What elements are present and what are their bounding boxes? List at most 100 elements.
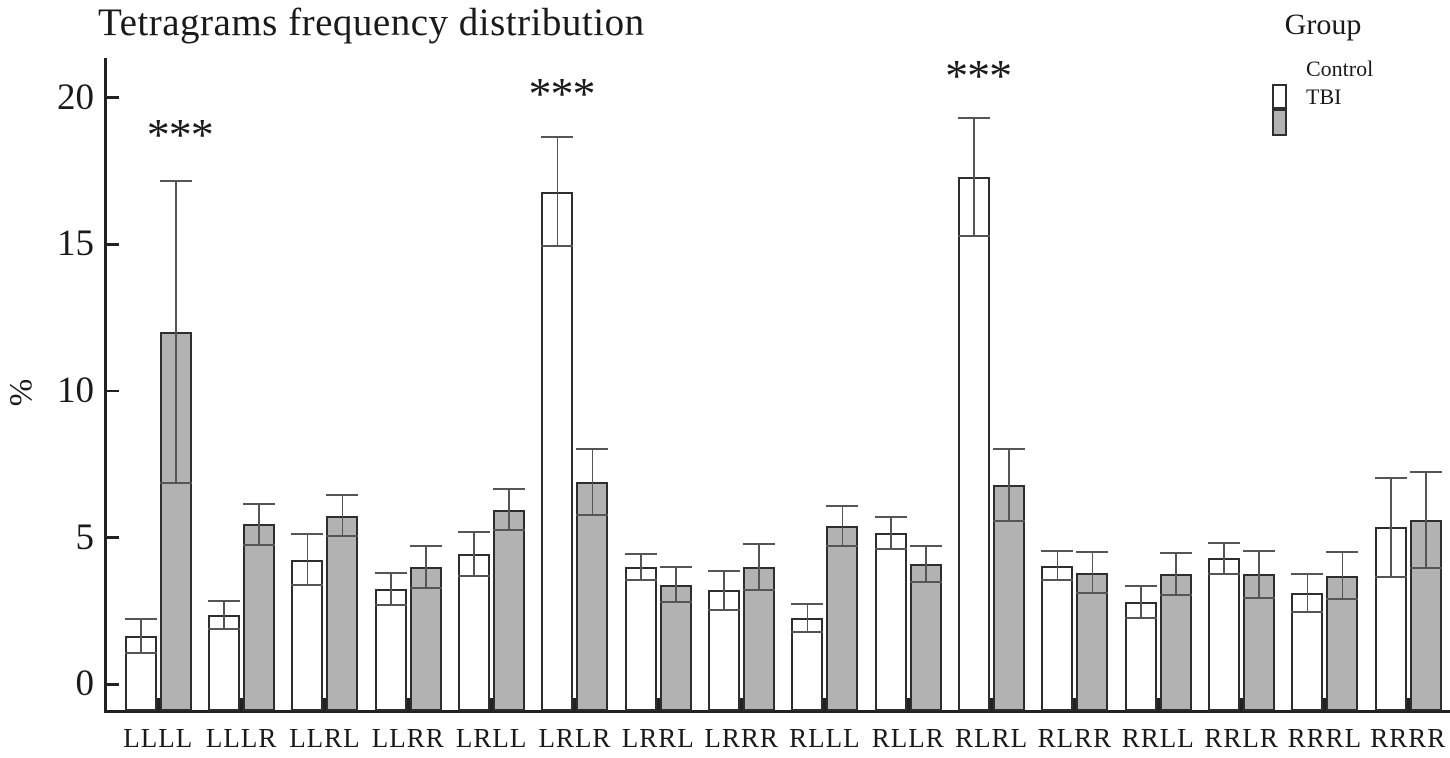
bar-control-RLLR (874, 533, 907, 711)
x-label-RLRL: RLRL (955, 723, 1029, 753)
bar-control-LLLR (208, 615, 241, 711)
error-cap-top-tbi-LRRL (659, 565, 692, 568)
error-cap-bottom-tbi-RRRL (1326, 598, 1359, 601)
x-label-RLLR: RLLR (871, 723, 945, 753)
error-cap-top-control-RLRR (1041, 550, 1074, 553)
error-cap-top-control-RLLL (791, 603, 824, 606)
error-cap-top-control-LRLR (541, 136, 574, 139)
x-tick-LRRR (740, 698, 744, 710)
error-cap-top-tbi-RRLL (1159, 552, 1192, 555)
error-cap-bottom-tbi-LRLL (493, 529, 526, 532)
error-cap-bottom-tbi-RRRR (1409, 567, 1442, 570)
error-cap-top-tbi-LLLL (159, 180, 192, 183)
error-cap-bottom-tbi-RLLR (909, 580, 942, 583)
error-cap-top-tbi-RLLL (826, 504, 859, 507)
y-tick-label-20: 20 (57, 76, 94, 118)
error-bar-control-LLLR (223, 601, 225, 630)
error-bar-tbi-RLRL (1008, 449, 1010, 521)
error-bar-control-RRLR (1223, 542, 1225, 574)
bar-tbi-LRLL (493, 509, 526, 711)
x-tick-LLLL (156, 698, 160, 710)
significance-LLLL: *** (146, 108, 214, 160)
x-label-LLLR: LLLR (205, 723, 278, 753)
error-cap-top-tbi-LLLR (243, 502, 276, 505)
error-bar-control-RRRR (1389, 477, 1392, 578)
error-bar-tbi-RLLL (841, 505, 844, 546)
legend-title: Group (1284, 8, 1362, 41)
x-tick-RRLR (1240, 698, 1244, 710)
x-label-RRLR: RRLR (1204, 723, 1279, 753)
error-bar-tbi-RRLR (1258, 550, 1260, 598)
y-tick-label-0: 0 (75, 663, 95, 705)
x-label-RRRR: RRRR (1370, 723, 1447, 753)
error-cap-bottom-tbi-LRRR (743, 588, 776, 591)
bar-control-LRLL (458, 553, 491, 711)
chart-title: Tetragrams frequency distribution (98, 1, 645, 44)
x-tick-RRLL (1156, 698, 1160, 710)
error-cap-top-control-RRLR (1208, 541, 1241, 544)
error-cap-bottom-tbi-RRLR (1243, 596, 1276, 599)
bar-control-RLRL (958, 176, 991, 711)
bar-control-LRLR (541, 191, 574, 711)
error-bar-tbi-RLRR (1091, 552, 1094, 594)
error-cap-bottom-control-RRLR (1208, 572, 1241, 575)
error-bar-control-RLRL (973, 118, 975, 236)
error-cap-top-tbi-RLLR (909, 545, 942, 548)
error-cap-top-tbi-RRRL (1326, 551, 1359, 554)
error-cap-bottom-control-LRLL (458, 574, 491, 577)
error-cap-top-control-LRLL (458, 530, 491, 533)
error-cap-bottom-tbi-LRRL (659, 601, 692, 604)
y-tick-label-10: 10 (57, 369, 94, 411)
error-cap-bottom-control-RLRR (1041, 578, 1074, 581)
x-tick-RLRR (1073, 698, 1077, 710)
error-cap-top-tbi-LLRR (409, 544, 442, 547)
error-cap-top-control-LLLR (208, 600, 241, 603)
error-cap-bottom-control-LRRR (708, 608, 741, 611)
error-cap-bottom-control-LLRR (374, 603, 407, 606)
bar-tbi-RLRR (1076, 572, 1109, 711)
error-bar-control-RRLL (1139, 586, 1142, 619)
legend-label-control: Control (1306, 56, 1374, 81)
x-tick-RLLR (906, 698, 910, 710)
error-bar-tbi-RRRR (1424, 471, 1427, 569)
error-bar-control-LRRR (723, 571, 725, 610)
bar-tbi-LLLR (243, 524, 276, 711)
bar-control-RRRR (1374, 527, 1407, 711)
bar-tbi-LRLR (576, 481, 609, 711)
error-cap-bottom-control-LRLR (541, 244, 574, 247)
error-bar-tbi-RRLL (1174, 553, 1177, 596)
error-cap-bottom-tbi-LRLR (576, 513, 609, 516)
error-cap-top-tbi-RLRL (993, 448, 1026, 451)
error-cap-bottom-tbi-RLRR (1076, 592, 1109, 595)
legend-label-tbi: TBI (1306, 84, 1342, 109)
error-cap-bottom-control-LLRL (291, 584, 324, 587)
error-cap-bottom-tbi-RRLL (1159, 594, 1192, 597)
bar-tbi-LRRL (659, 584, 692, 711)
error-bar-control-RLLR (889, 517, 892, 550)
error-cap-bottom-control-RRLL (1124, 617, 1157, 620)
error-cap-top-control-RRLL (1124, 585, 1157, 588)
error-cap-top-control-RLLR (874, 516, 907, 519)
error-bar-control-RLRR (1056, 551, 1059, 580)
significance-LRLR: *** (528, 67, 595, 119)
x-tick-LRLR (573, 698, 577, 710)
error-cap-bottom-control-RLLL (791, 631, 824, 634)
x-label-LRRL: LRRL (621, 723, 695, 753)
error-cap-top-control-LLRL (291, 532, 324, 535)
error-bar-control-LLRL (306, 533, 309, 586)
x-tick-LRLL (490, 698, 494, 710)
error-cap-bottom-tbi-LLLR (243, 543, 276, 546)
x-tick-LLRR (406, 698, 410, 710)
error-bar-control-LRLL (473, 531, 475, 576)
error-cap-bottom-tbi-RLLL (826, 544, 859, 547)
error-cap-bottom-control-LRRL (624, 579, 657, 582)
error-bar-tbi-LLRR (424, 545, 427, 589)
error-bar-tbi-LLRL (341, 495, 344, 537)
bar-control-RRLR (1208, 558, 1241, 711)
error-bar-tbi-LLLR (258, 503, 260, 545)
error-cap-bottom-tbi-LLLL (159, 482, 192, 485)
bar-control-RLRR (1041, 565, 1074, 711)
bar-tbi-LRRR (743, 566, 776, 711)
error-cap-top-tbi-LRRR (743, 543, 776, 546)
bar-control-LLRR (374, 588, 407, 711)
